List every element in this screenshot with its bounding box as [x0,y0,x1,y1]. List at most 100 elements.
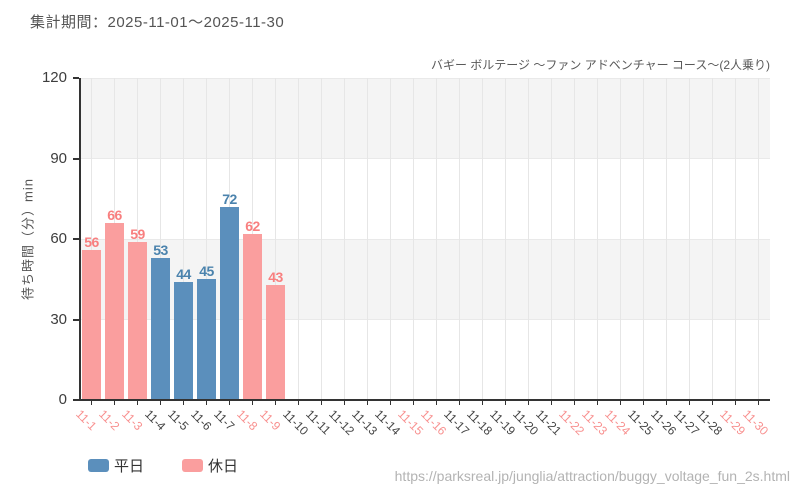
x-gridline [758,78,759,400]
x-tick [551,400,552,405]
x-tick-label: 11-17 [440,407,472,438]
chart-title: バギー ボルテージ ～ファン アドベンチャー コース～(2人乗り) [430,58,770,72]
x-tick [367,400,368,405]
x-tick-label: 11-14 [371,407,403,438]
y-tick [73,399,79,401]
x-tick [574,400,575,405]
plot-area: 11-1 56 11-2 66 11-3 59 11-4 53 11-5 44 11-6 45 11-7… [42,69,771,438]
x-gridline [666,78,667,400]
x-tick [390,400,391,405]
x-tick-label: 11-22 [555,407,587,438]
x-gridline [160,78,161,400]
x-gridline [436,78,437,400]
bar-value-label: 44 [176,265,191,282]
x-tick [528,400,529,405]
x-tick-label: 11-11 [302,407,333,438]
x-gridline [574,78,575,400]
x-tick [735,400,736,405]
y-tick [73,77,79,79]
x-tick [712,400,713,405]
x-tick-label: 11-25 [624,407,656,438]
x-tick [620,400,621,405]
legend-label: 平日 [114,458,145,475]
x-gridline [689,78,690,400]
plot-band [80,239,770,320]
x-tick-label: 11-9 [256,407,283,434]
x-gridline [459,78,460,400]
x-tick-label: 11-23 [578,407,610,438]
x-tick [597,400,598,405]
bar-weekday [220,206,239,400]
bar-value-label: 43 [268,268,283,285]
bar-value-label: 62 [245,217,260,234]
bar-value-label: 72 [222,190,237,207]
x-tick-label: 11-5 [164,407,191,434]
x-tick [459,400,460,405]
x-tick-label: 11-30 [739,407,771,438]
x-tick-label: 11-20 [509,407,541,438]
x-tick-label: 11-21 [532,407,564,438]
x-tick-label: 11-26 [647,407,679,438]
bar-holiday [105,222,124,400]
x-tick-label: 11-10 [279,407,311,438]
legend-item-holiday: 休日 [182,455,238,476]
x-gridline [137,78,138,400]
x-tick-label: 11-13 [348,407,380,438]
bar-value-label: 53 [153,241,168,258]
y-gridline [80,238,770,240]
x-tick [252,400,253,405]
x-gridline [505,78,506,400]
x-tick-label: 11-16 [417,407,449,438]
x-tick-label: 11-2 [95,407,122,434]
bar-weekday [174,281,193,400]
y-axis-line [79,78,81,400]
x-gridline [413,78,414,400]
plot-band [80,78,770,159]
x-gridline [482,78,483,400]
holiday-color-swatch [182,459,204,472]
bar-holiday [82,249,101,400]
x-tick [137,400,138,405]
x-axis-line [79,399,770,401]
y-tick [73,318,79,321]
bar-weekday [197,279,216,400]
x-gridline [735,78,736,400]
x-tick-label: 11-12 [325,407,357,438]
x-tick-label: 11-1 [72,407,99,434]
x-tick [413,400,414,405]
x-tick-label: 11-7 [210,407,237,434]
source-url: https://parksreal.jp/junglia/attraction/… [394,468,790,484]
x-gridline [620,78,621,400]
y-tick [73,157,79,160]
weekday-color-swatch [88,459,109,472]
y-tick [73,238,79,240]
x-tick-label: 11-6 [187,407,214,434]
x-gridline [321,78,322,400]
x-tick-label: 11-24 [601,407,633,438]
y-gridline [80,158,770,159]
x-tick-label: 11-27 [670,407,702,438]
y-tick-label: 30 [50,310,67,328]
x-gridline [275,78,276,400]
bar-holiday [128,241,147,400]
x-tick [91,400,92,405]
x-gridline [643,78,644,400]
y-gridline [80,319,770,320]
y-tick-label: 120 [41,69,67,86]
y-tick-label: 60 [50,230,67,247]
x-tick [482,400,483,405]
x-tick [666,400,667,405]
x-gridline [206,78,207,400]
x-tick [643,400,644,405]
x-tick [160,400,161,405]
x-tick [505,400,506,405]
x-tick [321,400,322,405]
bar-value-label: 66 [107,206,122,223]
x-tick [206,400,207,405]
bar-holiday [266,284,285,400]
bar-holiday [243,233,262,400]
x-gridline [344,78,345,400]
x-tick [436,400,437,405]
x-tick [229,400,230,405]
